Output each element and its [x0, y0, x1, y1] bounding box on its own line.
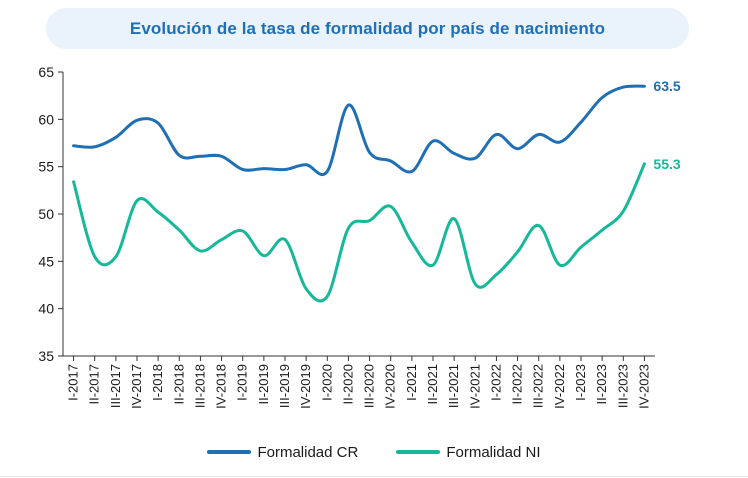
- x-tick-label: I-2023: [573, 364, 588, 401]
- bottom-divider: [0, 476, 748, 477]
- data-label-cr: 63.5: [653, 78, 680, 94]
- x-tick-label: III-2020: [362, 364, 377, 408]
- x-tick-label: III-2018: [192, 364, 207, 408]
- y-tick-label: 35: [38, 348, 54, 364]
- x-tick-label: II-2017: [87, 364, 102, 404]
- legend-label-cr: Formalidad CR: [257, 443, 359, 461]
- x-tick-label: IV-2022: [552, 364, 567, 409]
- x-tick-label: I-2020: [319, 364, 334, 401]
- x-tick-label: III-2021: [446, 364, 461, 408]
- y-tick-label: 55: [38, 159, 54, 175]
- x-tick-label: I-2021: [404, 364, 419, 401]
- x-tick-label: II-2019: [256, 364, 271, 404]
- x-tick-label: I-2018: [150, 364, 165, 401]
- legend-swatch-ni: [396, 450, 441, 454]
- y-tick-label: 65: [38, 64, 54, 80]
- series-line-cr: [72, 84, 646, 177]
- chart-legend: Formalidad CR Formalidad NI: [0, 440, 748, 464]
- y-tick-label: 45: [38, 253, 54, 269]
- y-tick-label: 50: [38, 206, 54, 222]
- x-tick-label: I-2022: [488, 364, 503, 401]
- x-tick-label: I-2019: [235, 364, 250, 401]
- legend-item-ni: Formalidad NI: [396, 440, 541, 464]
- x-tick-label: III-2017: [108, 364, 123, 408]
- y-tick-label: 40: [38, 301, 54, 317]
- x-tick-label: III-2023: [615, 364, 630, 408]
- x-tick-label: II-2022: [510, 364, 525, 404]
- x-tick-label: IV-2017: [129, 364, 144, 409]
- series-line-ni: [72, 162, 646, 303]
- legend-item-cr: Formalidad CR: [207, 440, 358, 464]
- legend-swatch-cr: [207, 450, 252, 454]
- x-tick-label: II-2018: [171, 364, 186, 404]
- x-tick-label: I-2017: [66, 364, 81, 401]
- x-tick-label: II-2021: [425, 364, 440, 404]
- x-tick-label: II-2023: [594, 364, 609, 404]
- data-label-ni: 55.3: [653, 156, 680, 172]
- y-tick-label: 60: [38, 111, 54, 127]
- x-tick-label: IV-2021: [467, 364, 482, 409]
- chart-title: Evolución de la tasa de formalidad por p…: [129, 18, 606, 38]
- chart-title-banner: Evolución de la tasa de formalidad por p…: [46, 8, 689, 49]
- x-tick-label: III-2022: [531, 364, 546, 408]
- legend-label-ni: Formalidad NI: [446, 443, 541, 461]
- x-tick-label: IV-2023: [636, 364, 651, 409]
- x-tick-label: IV-2019: [298, 364, 313, 409]
- x-tick-label: II-2020: [340, 364, 355, 404]
- x-tick-label: IV-2018: [214, 364, 229, 409]
- x-tick-label: III-2019: [277, 364, 292, 408]
- x-tick-label: IV-2020: [383, 364, 398, 409]
